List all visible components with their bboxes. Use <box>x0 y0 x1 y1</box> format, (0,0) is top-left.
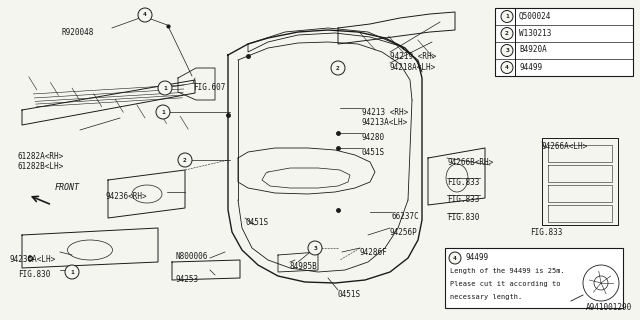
Text: FIG.833: FIG.833 <box>447 178 479 187</box>
Text: FIG.833: FIG.833 <box>530 228 563 237</box>
Text: 94280: 94280 <box>362 133 385 142</box>
Text: 94499: 94499 <box>519 62 542 71</box>
Text: 94219 <RH>: 94219 <RH> <box>390 52 436 61</box>
Text: 94236A<LH>: 94236A<LH> <box>10 255 56 264</box>
Text: FRONT: FRONT <box>55 183 80 192</box>
Circle shape <box>308 241 322 255</box>
Text: 94286F: 94286F <box>360 248 388 257</box>
Text: 1: 1 <box>505 14 509 19</box>
Text: 94266A<LH>: 94266A<LH> <box>542 142 588 151</box>
Text: 94499: 94499 <box>465 253 488 262</box>
Text: 2: 2 <box>336 66 340 70</box>
Text: Please cut it according to: Please cut it according to <box>450 281 561 287</box>
Circle shape <box>501 28 513 39</box>
Text: 94266B<RH>: 94266B<RH> <box>447 158 493 167</box>
Text: 3: 3 <box>313 245 317 251</box>
Text: FIG.833: FIG.833 <box>447 195 479 204</box>
Circle shape <box>138 8 152 22</box>
Text: 94253: 94253 <box>175 275 198 284</box>
Circle shape <box>331 61 345 75</box>
Text: 2: 2 <box>183 157 187 163</box>
Text: 66237C: 66237C <box>392 212 420 221</box>
Text: 2: 2 <box>505 31 509 36</box>
Text: 3: 3 <box>505 48 509 53</box>
Text: Length of the 94499 is 25m.: Length of the 94499 is 25m. <box>450 268 564 274</box>
Text: 94218A<LH>: 94218A<LH> <box>390 63 436 72</box>
Circle shape <box>501 11 513 22</box>
Text: 84985B: 84985B <box>290 262 317 271</box>
Circle shape <box>65 265 79 279</box>
Circle shape <box>449 252 461 264</box>
Text: 1: 1 <box>163 85 167 91</box>
Text: 1: 1 <box>70 269 74 275</box>
Text: FIG.830: FIG.830 <box>447 213 479 222</box>
Text: Q500024: Q500024 <box>519 12 552 20</box>
Text: 61282A<RH>: 61282A<RH> <box>18 152 64 161</box>
Circle shape <box>178 153 192 167</box>
Text: 94213A<LH>: 94213A<LH> <box>362 118 408 127</box>
Text: R920048: R920048 <box>62 28 94 37</box>
Text: 1: 1 <box>161 109 165 115</box>
Text: FIG.607: FIG.607 <box>193 83 225 92</box>
Text: W130213: W130213 <box>519 28 552 37</box>
Text: 61282B<LH>: 61282B<LH> <box>18 162 64 171</box>
FancyBboxPatch shape <box>495 8 633 76</box>
Circle shape <box>501 61 513 74</box>
Text: necessary length.: necessary length. <box>450 294 522 300</box>
Text: 0451S: 0451S <box>245 218 268 227</box>
Text: 0451S: 0451S <box>338 290 361 299</box>
Text: 94213 <RH>: 94213 <RH> <box>362 108 408 117</box>
Text: 4: 4 <box>143 12 147 18</box>
Circle shape <box>156 105 170 119</box>
Circle shape <box>158 81 172 95</box>
Text: 0451S: 0451S <box>362 148 385 157</box>
Text: 94256P: 94256P <box>390 228 418 237</box>
Text: FIG.830: FIG.830 <box>18 270 51 279</box>
FancyBboxPatch shape <box>445 248 623 308</box>
Text: B4920A: B4920A <box>519 45 547 54</box>
Text: N800006: N800006 <box>175 252 207 261</box>
Text: 4: 4 <box>505 65 509 70</box>
Text: A941001290: A941001290 <box>586 303 632 312</box>
Text: 94236<RH>: 94236<RH> <box>105 192 147 201</box>
Text: 4: 4 <box>453 255 457 260</box>
Circle shape <box>501 44 513 57</box>
